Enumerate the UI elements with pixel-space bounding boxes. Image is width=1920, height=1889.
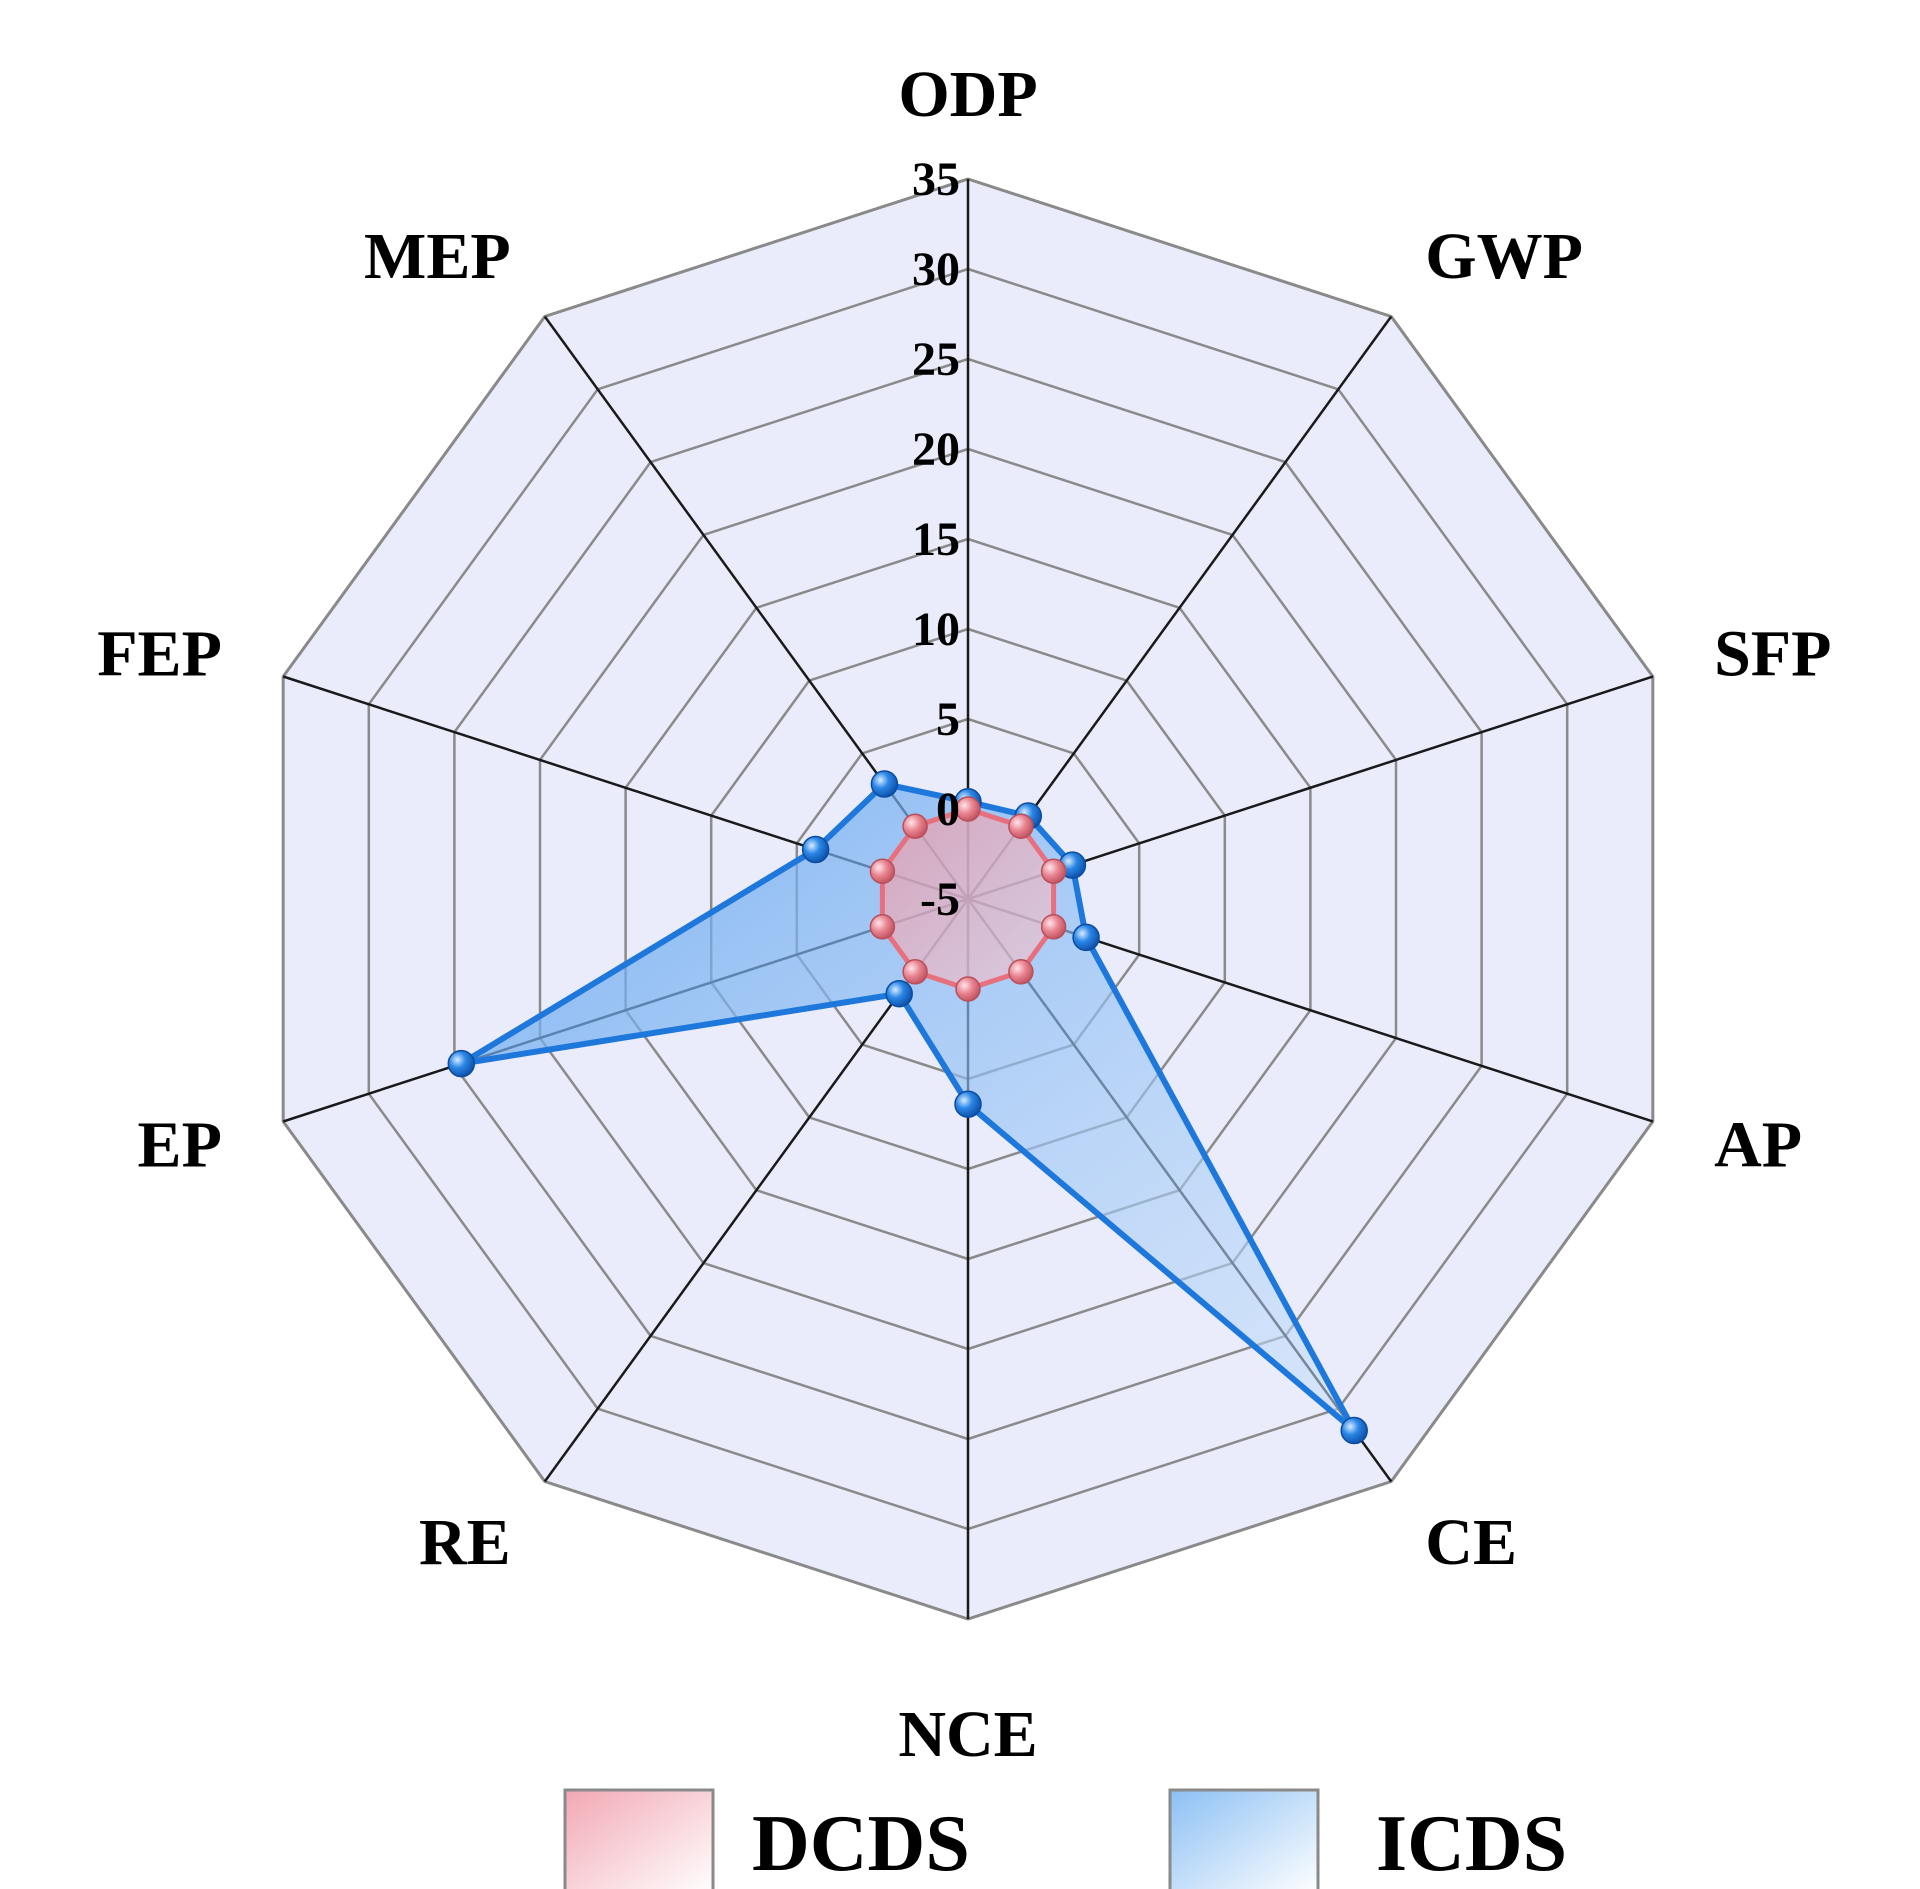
axis-label-nce: NCE [898, 1698, 1037, 1771]
point-dcds-re [902, 959, 928, 985]
legend-swatch-dcds [563, 1788, 715, 1889]
point-dcds-odp [955, 796, 981, 822]
axis-label-gwp: GWP [1425, 220, 1583, 293]
axis-label-ep: EP [138, 1109, 222, 1182]
axis-label-re: RE [419, 1506, 511, 1579]
tick-label-20: 20 [912, 423, 960, 476]
tick-label-30: 30 [912, 243, 960, 296]
axis-labels: ODP GWP SFP AP CE NCE RE EP FEP MEP [97, 58, 1831, 1771]
tick-label-35: 35 [912, 153, 960, 206]
point-icds-nce [954, 1090, 982, 1118]
series-icds [447, 770, 1368, 1445]
legend-label-dcds: DCDS [752, 1800, 970, 1888]
point-icds-re [885, 979, 913, 1008]
axis-label-mep: MEP [364, 220, 511, 293]
legend-label-icds: ICDS [1376, 1800, 1567, 1888]
point-icds-mep [870, 770, 899, 798]
radar-series [447, 770, 1368, 1445]
point-dcds-sfp [1040, 858, 1067, 884]
tick-label-15: 15 [912, 513, 960, 566]
spoke-gwp [966, 315, 1393, 900]
axis-label-fep: FEP [97, 617, 222, 690]
point-dcds-fep [869, 858, 896, 884]
point-dcds-gwp [1008, 813, 1034, 839]
point-dcds-mep [902, 813, 928, 839]
axis-label-ap: AP [1714, 1109, 1802, 1182]
point-dcds-nce [955, 976, 981, 1002]
point-icds-ce [1340, 1416, 1368, 1445]
tick-label-10: 10 [912, 603, 960, 656]
axis-label-sfp: SFP [1714, 617, 1831, 690]
axis-label-odp: ODP [898, 58, 1037, 131]
point-icds-ep [447, 1049, 476, 1078]
tick-label-5: 5 [936, 693, 960, 746]
point-icds-ap [1072, 923, 1100, 952]
radial-tick-labels: -5 0 5 10 15 20 25 30 35 [912, 153, 960, 926]
axis-label-ce: CE [1425, 1506, 1517, 1579]
tick-label-25: 25 [912, 333, 960, 386]
point-dcds-ep [869, 914, 896, 940]
series-dcds [869, 796, 1067, 1002]
tick-label-0: 0 [936, 783, 960, 836]
point-dcds-ce [1008, 959, 1034, 985]
legend-swatch-icds [1168, 1788, 1320, 1889]
point-dcds-ap [1040, 914, 1067, 940]
legend: DCDS ICDS [563, 1788, 1567, 1889]
point-icds-fep [801, 835, 830, 864]
tick-label--5: -5 [920, 873, 960, 926]
